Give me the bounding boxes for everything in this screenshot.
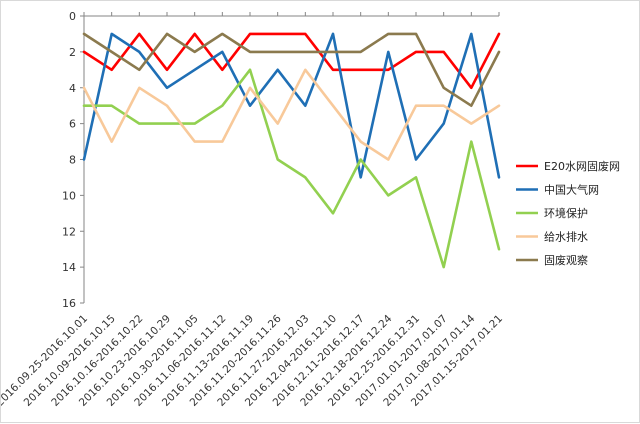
legend-label: E20水网固废网 [544, 159, 620, 173]
y-tick-label: 14 [62, 261, 76, 274]
legend-label: 固废观察 [544, 253, 588, 267]
legend-label: 给水排水 [544, 230, 588, 244]
y-tick-label: 10 [62, 189, 76, 202]
legend-label: 中国大气网 [544, 183, 599, 197]
y-tick-label: 2 [69, 46, 76, 59]
legend-label: 环境保护 [544, 206, 588, 220]
series-line-5 [82, 32, 501, 107]
axes: 02468101214162016.09.25-2016.10.012016.1… [1, 10, 505, 409]
series-line-2 [82, 32, 501, 179]
y-tick-label: 16 [62, 297, 76, 310]
series-line-4 [82, 68, 501, 161]
y-tick-label: 6 [69, 118, 76, 131]
y-tick-label: 0 [69, 10, 76, 23]
series-line-3 [82, 68, 501, 269]
y-tick-label: 12 [62, 225, 76, 238]
series-lines [82, 32, 501, 269]
y-tick-label: 8 [69, 154, 76, 167]
y-tick-label: 4 [69, 82, 76, 95]
